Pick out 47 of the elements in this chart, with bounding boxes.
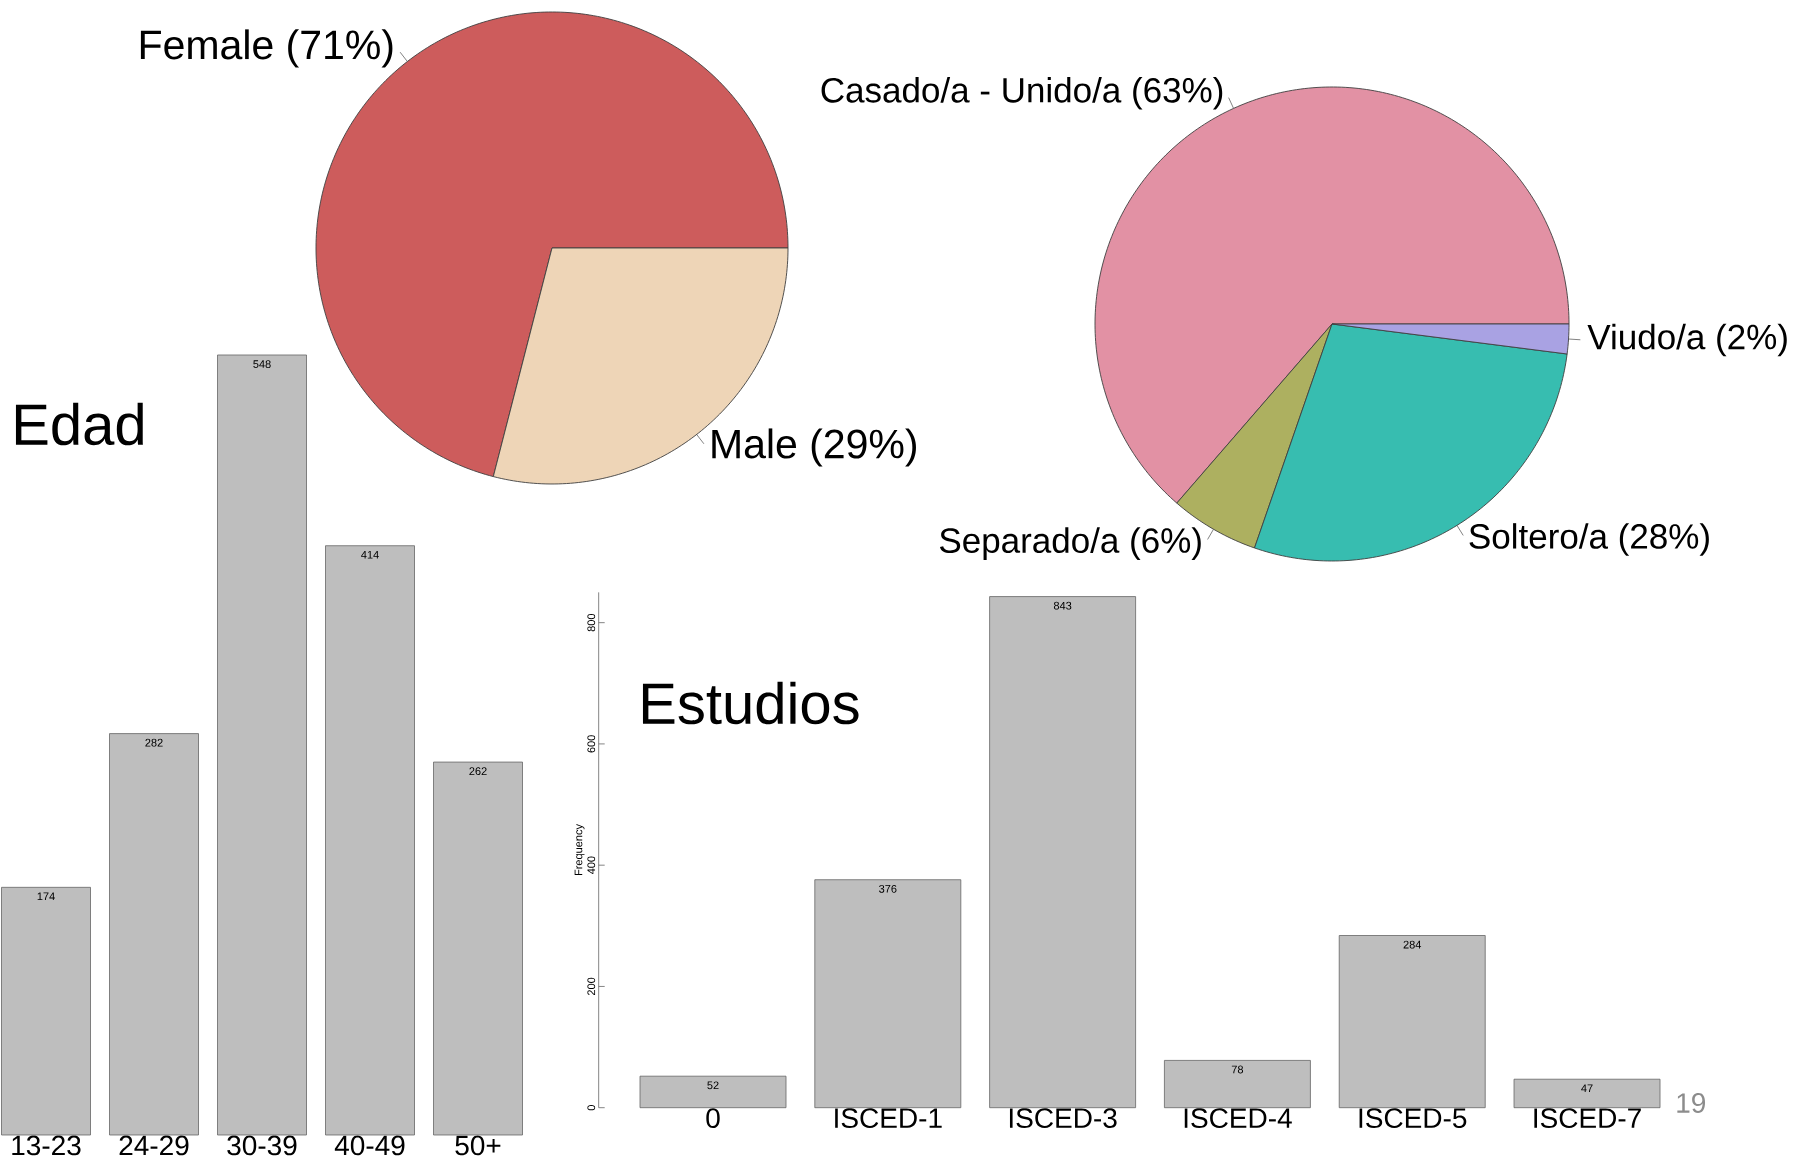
data-label: 282 — [145, 738, 163, 747]
bar — [1164, 1060, 1311, 1109]
y-tick-label: 200 — [587, 977, 596, 996]
bar — [325, 545, 415, 1136]
x-tick-label: 40-49 — [334, 1135, 405, 1156]
data-label: 47 — [1581, 1084, 1593, 1092]
slice-label: Separado/a (6%) — [939, 527, 1201, 560]
x-tick-label: ISCED-1 — [835, 1108, 942, 1129]
text: Estudios — [642, 681, 859, 725]
x-tick-label: 0 — [706, 1108, 720, 1129]
x-tick-label: ISCED-3 — [1009, 1108, 1117, 1129]
bar — [639, 1075, 787, 1109]
slice-label: Soltero/a (28%) — [1469, 523, 1709, 556]
x-tick-label: 13-23 — [12, 1135, 81, 1156]
bar — [1338, 935, 1486, 1109]
x-tick-label: ISCED-7 — [1534, 1108, 1641, 1129]
data-label: 52 — [707, 1081, 719, 1090]
slice-label: Female (71%) — [140, 29, 393, 68]
bar — [433, 761, 523, 1136]
slice-label: Casado/a - Unido/a (63%) — [821, 77, 1223, 110]
data-label: 174 — [37, 892, 55, 901]
data-label: 284 — [1403, 940, 1422, 949]
data-label: 262 — [469, 767, 487, 776]
y-axis-title: Frequency — [574, 824, 585, 876]
bar — [1513, 1078, 1661, 1109]
x-tick-label: 50+ — [455, 1135, 501, 1156]
text: 19 — [1677, 1093, 1706, 1113]
bar — [1, 886, 91, 1136]
x-tick-label: ISCED-4 — [1184, 1108, 1292, 1129]
y-tick-label: 600 — [587, 735, 596, 753]
data-label: 414 — [361, 550, 379, 559]
bar — [814, 879, 962, 1109]
data-label: 376 — [879, 884, 897, 893]
bar — [217, 354, 307, 1136]
bar — [109, 733, 199, 1136]
y-tick-label: 400 — [587, 856, 596, 875]
data-label: 78 — [1231, 1065, 1244, 1074]
x-tick-label: 30-39 — [227, 1135, 297, 1156]
x-tick-label: 24-29 — [119, 1135, 189, 1156]
slice-label: Viudo/a (2%) — [1587, 323, 1787, 357]
data-label: 843 — [1053, 601, 1072, 610]
y-tick-label: 800 — [587, 613, 596, 632]
bar — [989, 596, 1137, 1109]
slice-label: Male (29%) — [712, 428, 916, 467]
x-tick-label: ISCED-5 — [1359, 1108, 1467, 1129]
text: Edad — [15, 402, 143, 446]
data-label: 548 — [253, 360, 271, 368]
